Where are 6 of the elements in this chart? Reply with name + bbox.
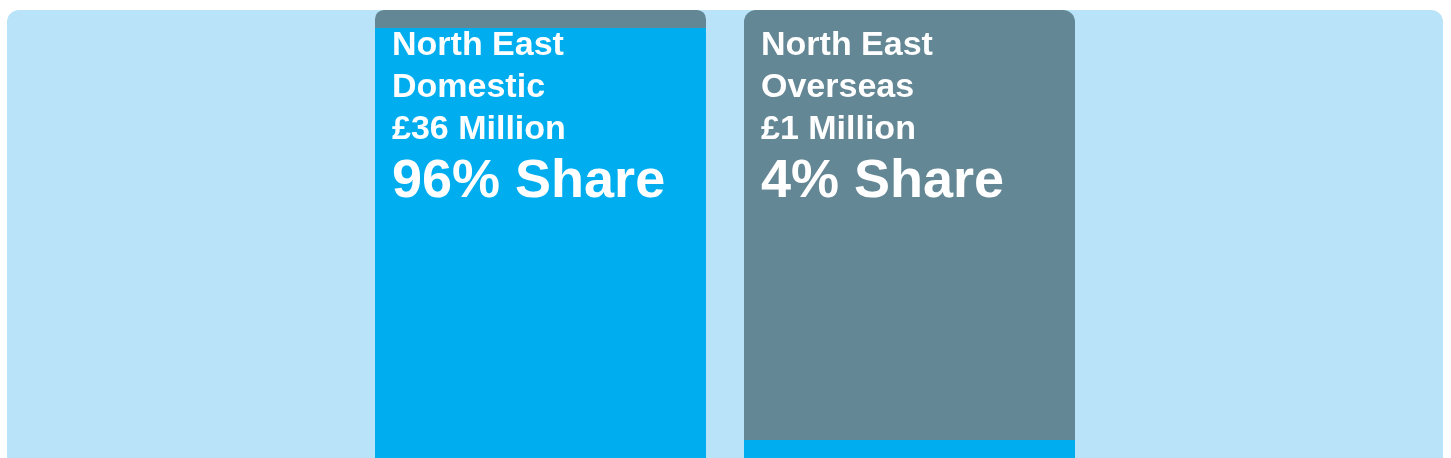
annotation: 96% Share (392, 148, 666, 208)
annotation: £1 Million (761, 108, 916, 146)
annotation: £36 Million (392, 108, 566, 146)
x-tick-label: North East Domestic (392, 24, 564, 104)
annotation: 4% Share (761, 148, 1005, 208)
x-tick-label: North East Overseas (761, 24, 933, 104)
